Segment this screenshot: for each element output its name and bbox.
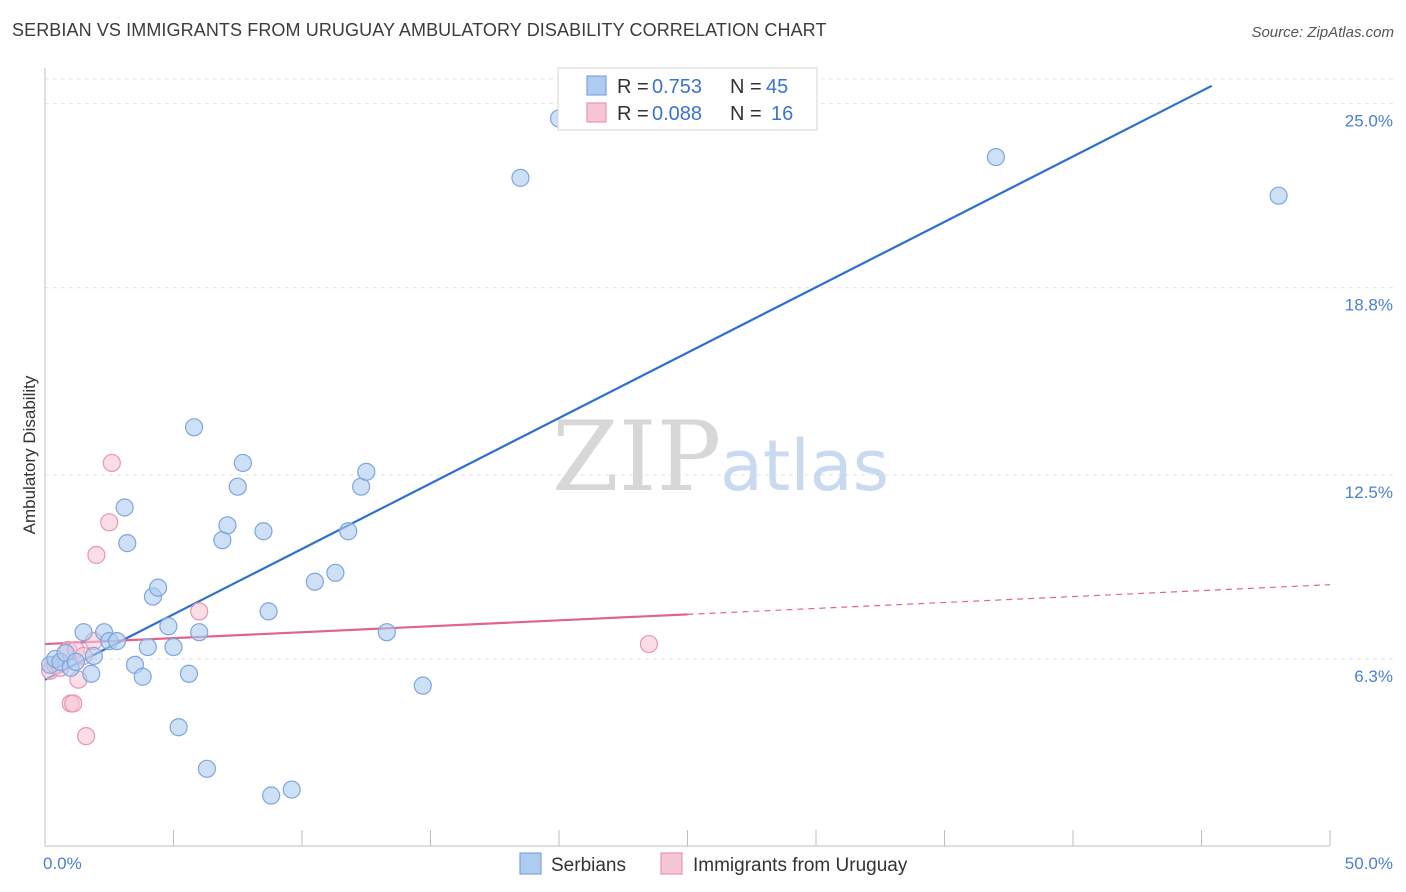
- serbians-point: [190, 623, 209, 642]
- y-tick-labels: 6.3% 12.5% 18.8% 25.0%: [1345, 112, 1393, 686]
- serbians-point: [228, 477, 247, 496]
- watermark-atlas: atlas: [720, 425, 889, 507]
- serbians-point: [259, 602, 278, 621]
- serbians-point: [413, 676, 432, 695]
- serbians-point: [66, 652, 85, 671]
- serbians-point: [159, 617, 178, 636]
- uruguay-legend-label: Immigrants from Uruguay: [693, 855, 908, 876]
- serbians-point: [986, 147, 1006, 167]
- serbians-point: [169, 718, 188, 737]
- serbians-point: [262, 786, 281, 805]
- legend-r-value-serbians: 0.753: [652, 76, 702, 98]
- serbians-point: [115, 498, 134, 517]
- serbians-point: [218, 516, 237, 535]
- uruguay-point: [639, 634, 659, 654]
- serbians-point: [305, 572, 324, 591]
- source-label: Source: ZipAtlas.com: [1251, 24, 1394, 41]
- y-axis-label: Ambulatory Disability: [20, 375, 39, 534]
- serbians-point: [82, 664, 101, 683]
- legend-n-value-uruguay: 16: [771, 103, 793, 125]
- serbians-point: [1269, 186, 1288, 205]
- y-tick-label: 18.8%: [1345, 296, 1393, 315]
- data-points: [41, 109, 1288, 805]
- y-tick-label: 12.5%: [1345, 483, 1393, 502]
- uruguay-legend-swatch: [586, 102, 607, 123]
- serbians-point: [197, 759, 217, 778]
- trendlines: [44, 84, 1331, 681]
- serbians-point: [107, 632, 127, 651]
- x-tick-label: 50.0%: [1345, 854, 1393, 873]
- serbians-point: [84, 646, 103, 666]
- series-legend: Serbians Immigrants from Uruguay: [519, 852, 908, 876]
- serbians-trendline: [44, 84, 1213, 681]
- serbians-point: [118, 534, 137, 553]
- legend-n-value-serbians: 45: [766, 76, 788, 98]
- x-tick-label: 0.0%: [43, 854, 82, 873]
- serbians-point: [233, 453, 252, 473]
- legend-n-label: N =: [730, 76, 762, 98]
- uruguay-trendline: [44, 613, 688, 646]
- serbians-legend-label: Serbians: [551, 855, 626, 876]
- serbians-point: [184, 418, 204, 437]
- uruguay-trendline-extension: [687, 584, 1331, 615]
- uruguay-point: [100, 513, 119, 532]
- serbians-point: [179, 664, 199, 683]
- serbians-point: [511, 168, 530, 187]
- y-tick-label: 25.0%: [1345, 112, 1393, 131]
- uruguay-point: [77, 727, 96, 746]
- watermark-zip: ZIP: [552, 401, 721, 513]
- serbians-point: [326, 563, 345, 582]
- legend-r-label: R =: [617, 103, 649, 125]
- serbians-point: [282, 780, 301, 799]
- serbians-point: [339, 522, 358, 541]
- y-tick-label: 6.3%: [1354, 667, 1393, 686]
- x-tick-labels: 0.0% 50.0%: [43, 854, 1393, 873]
- serbians-point: [138, 637, 157, 657]
- watermark: ZIP atlas: [552, 401, 889, 513]
- serbians-legend-swatch: [586, 75, 607, 96]
- serbians-point: [74, 623, 93, 642]
- serbians-point: [133, 667, 152, 686]
- stats-legend: R = 0.753 N = 45 R = 0.088 N = 16: [557, 67, 818, 131]
- legend-r-label: R =: [617, 76, 649, 98]
- serbians-point: [254, 522, 273, 541]
- legend-r-value-uruguay: 0.088: [652, 103, 702, 125]
- serbians-swatch: [519, 852, 542, 875]
- uruguay-swatch: [660, 852, 683, 875]
- serbians-point: [377, 623, 396, 642]
- uruguay-point: [87, 545, 106, 565]
- serbians-point: [357, 462, 376, 481]
- uruguay-point: [190, 602, 209, 621]
- serbians-point: [164, 637, 183, 657]
- serbians-point: [148, 578, 168, 597]
- x-tick-marks: [173, 830, 1331, 846]
- grid-lines: [45, 78, 1394, 660]
- legend-n-label: N =: [730, 103, 762, 125]
- uruguay-point: [102, 453, 121, 473]
- chart-title: SERBIAN VS IMMIGRANTS FROM URUGUAY AMBUL…: [12, 20, 827, 40]
- uruguay-point: [64, 694, 83, 713]
